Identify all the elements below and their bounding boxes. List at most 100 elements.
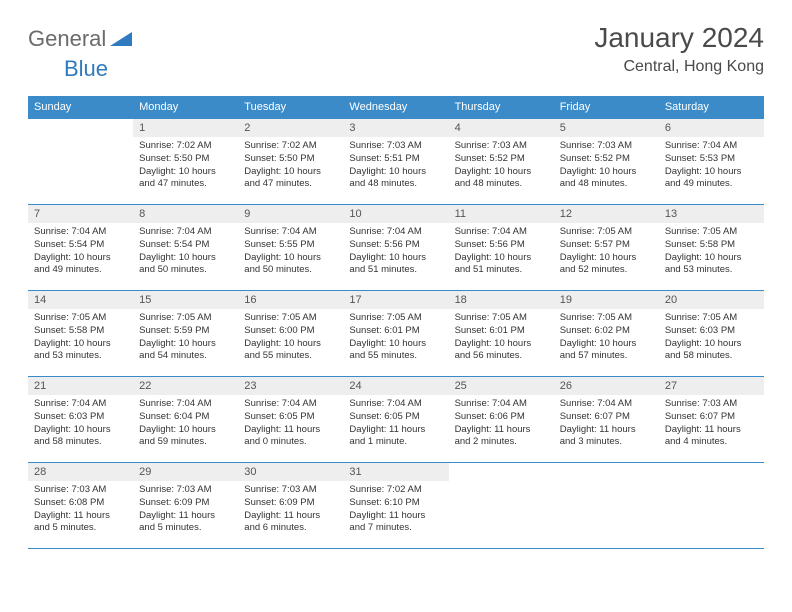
day-number: 11 (449, 205, 554, 223)
sunset-text: Sunset: 5:54 PM (34, 239, 127, 252)
sunrise-text: Sunrise: 7:03 AM (349, 140, 442, 153)
day-details: Sunrise: 7:05 AMSunset: 6:01 PMDaylight:… (343, 309, 448, 369)
calendar-day-cell: 8Sunrise: 7:04 AMSunset: 5:54 PMDaylight… (133, 205, 238, 291)
calendar-week-row: .1Sunrise: 7:02 AMSunset: 5:50 PMDayligh… (28, 119, 764, 205)
calendar-day-cell: 25Sunrise: 7:04 AMSunset: 6:06 PMDayligh… (449, 377, 554, 463)
daylight-text: Daylight: 10 hours and 51 minutes. (455, 252, 548, 278)
day-number: 30 (238, 463, 343, 481)
sunset-text: Sunset: 5:52 PM (455, 153, 548, 166)
calendar-day-cell: 24Sunrise: 7:04 AMSunset: 6:05 PMDayligh… (343, 377, 448, 463)
daylight-text: Daylight: 10 hours and 49 minutes. (665, 166, 758, 192)
sunrise-text: Sunrise: 7:03 AM (244, 484, 337, 497)
calendar-day-cell: 13Sunrise: 7:05 AMSunset: 5:58 PMDayligh… (659, 205, 764, 291)
day-number: 3 (343, 119, 448, 137)
daylight-text: Daylight: 10 hours and 48 minutes. (455, 166, 548, 192)
weekday-header: Monday (133, 96, 238, 119)
calendar-day-cell: . (659, 463, 764, 549)
day-details: Sunrise: 7:02 AMSunset: 5:50 PMDaylight:… (133, 137, 238, 197)
daylight-text: Daylight: 10 hours and 51 minutes. (349, 252, 442, 278)
calendar-day-cell: 30Sunrise: 7:03 AMSunset: 6:09 PMDayligh… (238, 463, 343, 549)
logo-text-general: General (28, 26, 106, 52)
daylight-text: Daylight: 11 hours and 6 minutes. (244, 510, 337, 536)
sunrise-text: Sunrise: 7:03 AM (560, 140, 653, 153)
sunset-text: Sunset: 6:05 PM (349, 411, 442, 424)
daylight-text: Daylight: 10 hours and 55 minutes. (244, 338, 337, 364)
sunrise-text: Sunrise: 7:03 AM (34, 484, 127, 497)
day-details: Sunrise: 7:02 AMSunset: 6:10 PMDaylight:… (343, 481, 448, 541)
calendar-day-cell: 21Sunrise: 7:04 AMSunset: 6:03 PMDayligh… (28, 377, 133, 463)
calendar-day-cell: 10Sunrise: 7:04 AMSunset: 5:56 PMDayligh… (343, 205, 448, 291)
daylight-text: Daylight: 11 hours and 0 minutes. (244, 424, 337, 450)
daylight-text: Daylight: 10 hours and 48 minutes. (560, 166, 653, 192)
daylight-text: Daylight: 10 hours and 54 minutes. (139, 338, 232, 364)
calendar-body: . 1Sunrise: 7:02 AMSunset: 5:50 PMDayligh… (28, 119, 764, 549)
calendar-day-cell: 5 Sunrise: 7:03 AMSunset: 5:52 PMDaylight… (554, 119, 659, 205)
sunrise-text: Sunrise: 7:04 AM (349, 398, 442, 411)
daylight-text: Daylight: 11 hours and 4 minutes. (665, 424, 758, 450)
day-details: Sunrise: 7:05 AMSunset: 6:00 PMDaylight:… (238, 309, 343, 369)
sunrise-text: Sunrise: 7:02 AM (349, 484, 442, 497)
day-details: Sunrise: 7:04 AMSunset: 6:05 PMDaylight:… (238, 395, 343, 455)
day-number: 23 (238, 377, 343, 395)
daylight-text: Daylight: 11 hours and 5 minutes. (139, 510, 232, 536)
day-details: Sunrise: 7:05 AMSunset: 5:59 PMDaylight:… (133, 309, 238, 369)
day-number: 9 (238, 205, 343, 223)
sunrise-text: Sunrise: 7:04 AM (244, 226, 337, 239)
day-number: 31 (343, 463, 448, 481)
day-details: Sunrise: 7:02 AMSunset: 5:50 PMDaylight:… (238, 137, 343, 197)
sunrise-text: Sunrise: 7:03 AM (455, 140, 548, 153)
sunset-text: Sunset: 5:51 PM (349, 153, 442, 166)
sunrise-text: Sunrise: 7:04 AM (455, 398, 548, 411)
day-details: Sunrise: 7:05 AMSunset: 5:58 PMDaylight:… (28, 309, 133, 369)
sunrise-text: Sunrise: 7:05 AM (244, 312, 337, 325)
day-details: Sunrise: 7:05 AMSunset: 6:02 PMDaylight:… (554, 309, 659, 369)
sunrise-text: Sunrise: 7:04 AM (34, 398, 127, 411)
day-details: Sunrise: 7:04 AMSunset: 6:07 PMDaylight:… (554, 395, 659, 455)
day-number: 5 (554, 119, 659, 137)
location-label: Central, Hong Kong (594, 58, 764, 76)
calendar-day-cell: 17Sunrise: 7:05 AMSunset: 6:01 PMDayligh… (343, 291, 448, 377)
day-details: Sunrise: 7:04 AMSunset: 6:03 PMDaylight:… (28, 395, 133, 455)
day-details: Sunrise: 7:04 AMSunset: 5:55 PMDaylight:… (238, 223, 343, 283)
day-details: Sunrise: 7:03 AMSunset: 5:52 PMDaylight:… (449, 137, 554, 197)
calendar-week-row: 14Sunrise: 7:05 AMSunset: 5:58 PMDayligh… (28, 291, 764, 377)
calendar-day-cell: 15Sunrise: 7:05 AMSunset: 5:59 PMDayligh… (133, 291, 238, 377)
weekday-header: Thursday (449, 96, 554, 119)
logo: General (28, 22, 134, 52)
sunrise-text: Sunrise: 7:02 AM (244, 140, 337, 153)
day-details: Sunrise: 7:05 AMSunset: 6:01 PMDaylight:… (449, 309, 554, 369)
sunrise-text: Sunrise: 7:05 AM (139, 312, 232, 325)
sunrise-text: Sunrise: 7:05 AM (34, 312, 127, 325)
sunrise-text: Sunrise: 7:03 AM (139, 484, 232, 497)
day-details: Sunrise: 7:05 AMSunset: 5:58 PMDaylight:… (659, 223, 764, 283)
sunrise-text: Sunrise: 7:05 AM (455, 312, 548, 325)
sunrise-text: Sunrise: 7:02 AM (139, 140, 232, 153)
day-number: 26 (554, 377, 659, 395)
calendar-day-cell: . (554, 463, 659, 549)
day-number: 14 (28, 291, 133, 309)
sunrise-text: Sunrise: 7:05 AM (665, 226, 758, 239)
calendar-day-cell: 16Sunrise: 7:05 AMSunset: 6:00 PMDayligh… (238, 291, 343, 377)
calendar-day-cell: 3Sunrise: 7:03 AMSunset: 5:51 PMDaylight… (343, 119, 448, 205)
daylight-text: Daylight: 10 hours and 53 minutes. (34, 338, 127, 364)
calendar-day-cell: 4Sunrise: 7:03 AMSunset: 5:52 PMDaylight… (449, 119, 554, 205)
title-block: January 2024 Central, Hong Kong (594, 22, 764, 76)
sunset-text: Sunset: 5:52 PM (560, 153, 653, 166)
day-details: Sunrise: 7:04 AMSunset: 5:54 PMDaylight:… (133, 223, 238, 283)
day-number: 18 (449, 291, 554, 309)
calendar-table: Sunday Monday Tuesday Wednesday Thursday… (28, 96, 764, 549)
calendar-day-cell: 1Sunrise: 7:02 AMSunset: 5:50 PMDaylight… (133, 119, 238, 205)
sunset-text: Sunset: 5:50 PM (139, 153, 232, 166)
weekday-header: Friday (554, 96, 659, 119)
sunrise-text: Sunrise: 7:04 AM (455, 226, 548, 239)
calendar-day-cell: 12Sunrise: 7:05 AMSunset: 5:57 PMDayligh… (554, 205, 659, 291)
sunrise-text: Sunrise: 7:04 AM (560, 398, 653, 411)
daylight-text: Daylight: 10 hours and 55 minutes. (349, 338, 442, 364)
sunrise-text: Sunrise: 7:04 AM (139, 398, 232, 411)
sunset-text: Sunset: 6:01 PM (349, 325, 442, 338)
calendar-day-cell: 9Sunrise: 7:04 AMSunset: 5:55 PMDaylight… (238, 205, 343, 291)
calendar-day-cell: 14Sunrise: 7:05 AMSunset: 5:58 PMDayligh… (28, 291, 133, 377)
daylight-text: Daylight: 11 hours and 2 minutes. (455, 424, 548, 450)
daylight-text: Daylight: 11 hours and 3 minutes. (560, 424, 653, 450)
day-details: Sunrise: 7:05 AMSunset: 6:03 PMDaylight:… (659, 309, 764, 369)
